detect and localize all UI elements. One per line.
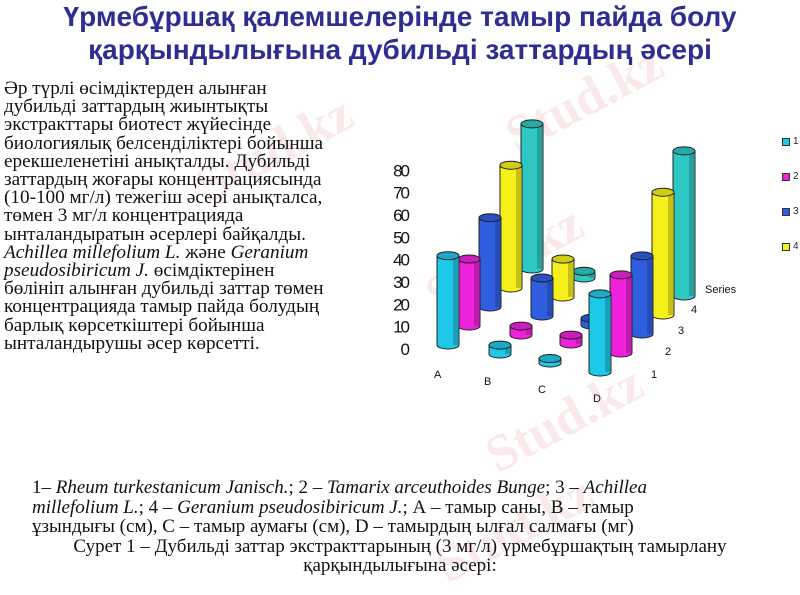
title-line-1: Үрмебұршақ қалемшелерінде тамыр пайда бо…	[63, 1, 737, 32]
legend-swatch-icon	[782, 137, 790, 146]
caption-text: ; 2 –	[288, 477, 327, 498]
legend-item: 4	[782, 241, 799, 252]
legend-swatch-icon	[782, 242, 790, 251]
y-tick-label: 80	[393, 161, 409, 180]
legend-label: 4	[793, 241, 799, 252]
cylinder-bar	[499, 160, 523, 293]
legend-swatch-icon	[782, 207, 790, 216]
species-name: Rheum turkestanicum Janisch.	[55, 477, 289, 498]
cylinder-bar	[520, 119, 544, 274]
y-tick-label: 20	[393, 295, 409, 314]
y-tick-label: 0	[401, 340, 410, 359]
cylinder-bar	[651, 187, 675, 320]
caption-text: ; 3 –	[545, 477, 584, 498]
cylinder-bar	[609, 270, 633, 358]
page-title: Үрмебұршақ қалемшелерінде тамыр пайда бо…	[0, 0, 800, 66]
cylinder-bar	[672, 146, 696, 301]
cylinder-bar	[572, 266, 596, 283]
legend-label: 2	[793, 171, 799, 182]
cylinder-bar	[478, 213, 502, 312]
category-label: A	[434, 369, 442, 381]
cylinder-bar	[588, 289, 612, 377]
legend-item: 3	[782, 206, 799, 217]
species-name: Geranium pseudosibiricum J.	[4, 241, 309, 282]
depth-label: 4	[691, 304, 697, 316]
cylinder-bar	[538, 354, 562, 368]
y-tick-label: 50	[393, 228, 409, 247]
caption-figure-title: Сурет 1 – Дубильді заттар экстракттарыны…	[73, 535, 727, 557]
y-tick-label: 60	[393, 206, 409, 225]
cylinder-bar	[509, 321, 533, 340]
species-name: millefolium L.	[32, 496, 139, 518]
species-name: Achillea	[583, 477, 647, 498]
y-tick-label: 10	[393, 318, 409, 337]
caption-figure-title: қарқындылығына әсері:	[303, 555, 497, 576]
category-label: D	[593, 393, 601, 405]
cylinder-bar	[436, 251, 460, 350]
depth-label: Series	[705, 284, 737, 296]
figure-caption: 1– Rheum turkestanicum Janisch.; 2 – Tam…	[0, 478, 800, 576]
body-text-part: және	[180, 241, 231, 263]
y-tick-label: 30	[393, 273, 409, 292]
category-label: C	[538, 384, 546, 396]
caption-line: ұзындығы (см), С – тамыр аумағы (см), D …	[32, 516, 634, 537]
caption-line: 1– Rheum turkestanicum Janisch.; 2 – Tam…	[0, 478, 800, 498]
body-paragraph: Әр түрлі өсімдіктерден алынған дубильді …	[4, 78, 324, 354]
category-label: B	[484, 376, 491, 388]
body-text-part: Әр түрлі өсімдіктерден алынған дубильді …	[4, 78, 323, 245]
species-name: Achillea millefolium L.	[4, 241, 181, 263]
legend-item: 1	[782, 136, 799, 147]
3d-cylinder-chart: 0 10 20 30 40 50 60 70 80 A B C D 1 2 3 4 Series	[360, 110, 800, 410]
cylinder-bar	[488, 340, 512, 359]
depth-label: 1	[651, 369, 657, 381]
cylinder-bar	[630, 251, 654, 339]
caption-line: millefolium L.; 4 – Geranium pseudosibir…	[0, 496, 800, 518]
title-line-2: қарқындылығына дубильді заттардың әсері	[88, 34, 712, 65]
caption-text: 1–	[32, 477, 56, 498]
species-name: Tamarix arceuthoides Bunge	[326, 477, 546, 498]
y-tick-label: 40	[393, 251, 409, 270]
legend-label: 3	[793, 206, 799, 217]
caption-text: ; 4 –	[138, 496, 178, 518]
cylinder-bar	[530, 273, 554, 321]
depth-label: 2	[665, 346, 671, 358]
y-tick-label: 70	[393, 184, 409, 203]
legend-swatch-icon	[782, 172, 790, 181]
legend-item: 2	[782, 171, 799, 182]
caption-text: ; А – тамыр саны, В – тамыр	[402, 496, 634, 518]
species-name: Geranium pseudosibiricum J.	[177, 496, 403, 518]
cylinder-bar	[559, 330, 583, 349]
cylinder-bar	[551, 254, 575, 302]
depth-label: 3	[678, 325, 684, 337]
body-text-part: өсімдіктерінен бөлініп алынған дубильді …	[4, 260, 324, 354]
legend-label: 1	[793, 136, 799, 147]
cylinder-bar	[457, 254, 481, 331]
